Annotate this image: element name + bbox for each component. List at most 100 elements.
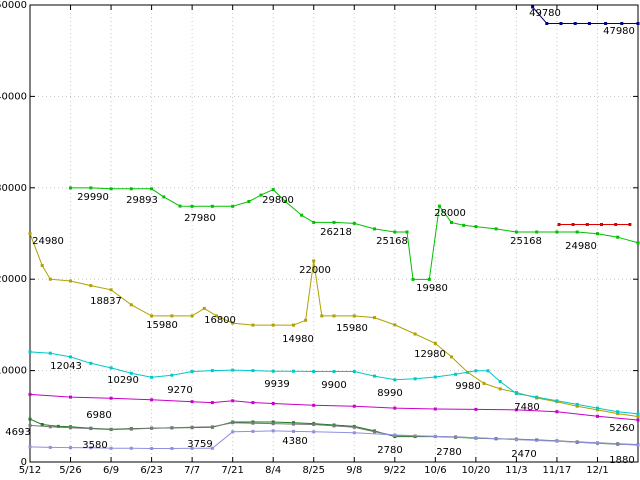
x-axis-label: 5/26 [59, 465, 81, 476]
value-label: 12043 [50, 361, 82, 372]
point-marker-green [535, 230, 539, 234]
point-marker-magenta [150, 398, 154, 402]
point-marker-dark-yellow [498, 387, 502, 391]
point-marker-red [600, 223, 603, 226]
point-marker-light-blue [69, 446, 72, 450]
point-marker-gray [251, 421, 255, 425]
value-label: 24980 [565, 241, 597, 252]
value-label: 2780 [436, 447, 461, 458]
point-marker-green [259, 193, 263, 197]
point-marker-dark-yellow [413, 332, 417, 336]
point-marker-cyan [636, 412, 640, 416]
point-marker-cyan [535, 395, 539, 399]
point-marker-dark-yellow [393, 323, 397, 327]
point-marker-dark-yellow [69, 279, 72, 283]
x-axis-label: 10/6 [424, 465, 446, 476]
value-label: 15980 [146, 320, 178, 331]
point-marker-navy [604, 22, 608, 25]
value-label: 4380 [282, 436, 307, 447]
point-marker-green [150, 187, 154, 191]
point-marker-navy [559, 22, 563, 25]
x-axis-label: 5/12 [19, 465, 41, 476]
point-marker-light-blue [271, 429, 275, 433]
point-marker-green [450, 221, 453, 224]
point-marker-dark-yellow [312, 259, 316, 263]
point-marker-magenta [231, 399, 235, 403]
point-marker-gray [271, 422, 275, 426]
point-marker-dark-yellow [433, 341, 437, 345]
point-marker-magenta [433, 407, 437, 411]
value-label: 27980 [184, 213, 216, 224]
value-label: 9939 [264, 379, 289, 390]
point-marker-green [462, 223, 466, 227]
point-marker-gray [48, 425, 52, 429]
point-marker-red [628, 223, 632, 226]
point-marker-light-blue [596, 441, 599, 445]
value-label: 16800 [204, 315, 236, 326]
point-marker-gray [28, 423, 32, 427]
point-marker-red [571, 223, 575, 226]
point-marker-magenta [474, 407, 478, 411]
point-marker-cyan [474, 369, 478, 373]
value-label: 8990 [377, 388, 402, 399]
value-label: 14980 [282, 334, 314, 345]
point-marker-gray [535, 438, 539, 442]
point-marker-magenta [636, 418, 640, 422]
x-axis-label: 8/4 [265, 465, 281, 476]
point-marker-green [494, 227, 498, 231]
value-label: 49780 [529, 8, 561, 19]
point-marker-dark-yellow [89, 284, 93, 288]
point-marker-cyan [251, 369, 255, 373]
point-marker-cyan [413, 377, 417, 381]
point-marker-gray [69, 426, 72, 430]
point-marker-light-blue [514, 438, 518, 442]
point-marker-magenta [210, 401, 214, 405]
point-marker-red [614, 223, 618, 226]
point-marker-dark-green [28, 417, 32, 421]
value-label: 2470 [511, 449, 536, 460]
y-axis-label: 0 [21, 457, 27, 468]
point-marker-light-blue [150, 447, 154, 450]
point-marker-navy [620, 22, 624, 25]
point-marker-light-blue [109, 446, 113, 450]
x-axis-label: 7/7 [184, 465, 200, 476]
point-marker-light-blue [210, 446, 214, 450]
x-axis-label: 8/25 [302, 465, 324, 476]
point-marker-green [373, 227, 376, 231]
point-marker-cyan [271, 369, 275, 373]
point-marker-cyan [312, 370, 316, 373]
point-marker-dark-yellow [129, 303, 133, 307]
series-line-magenta [29, 393, 639, 421]
point-marker-green [636, 241, 640, 245]
point-marker-cyan [596, 406, 599, 410]
value-label: 19980 [416, 283, 448, 294]
point-marker-light-blue [170, 447, 174, 450]
value-label: 29990 [77, 192, 109, 203]
point-marker-gray [312, 423, 316, 426]
series-line-cyan [29, 351, 639, 415]
point-marker-cyan [373, 374, 376, 378]
point-marker-light-blue [292, 429, 295, 433]
point-marker-cyan [89, 361, 93, 365]
point-marker-green [332, 220, 336, 224]
point-marker-cyan [332, 370, 336, 373]
value-label: 12980 [414, 349, 446, 360]
value-label: 15980 [336, 323, 368, 334]
point-marker-light-blue [89, 446, 93, 450]
point-marker-cyan [210, 369, 214, 373]
point-marker-dark-yellow [40, 264, 44, 267]
value-label: 29893 [126, 195, 158, 206]
point-marker-navy [636, 22, 640, 25]
y-axis-label: 30000 [0, 183, 27, 194]
point-marker-dark-yellow [450, 355, 453, 359]
point-marker-dark-yellow [109, 288, 113, 292]
point-marker-green [271, 188, 275, 192]
point-marker-magenta [190, 400, 194, 404]
point-marker-magenta [555, 410, 559, 414]
point-marker-green [190, 204, 194, 208]
x-axis-label: 9/8 [346, 465, 362, 476]
point-marker-green [575, 230, 579, 234]
point-marker-green [616, 235, 620, 239]
point-marker-cyan [69, 355, 72, 359]
